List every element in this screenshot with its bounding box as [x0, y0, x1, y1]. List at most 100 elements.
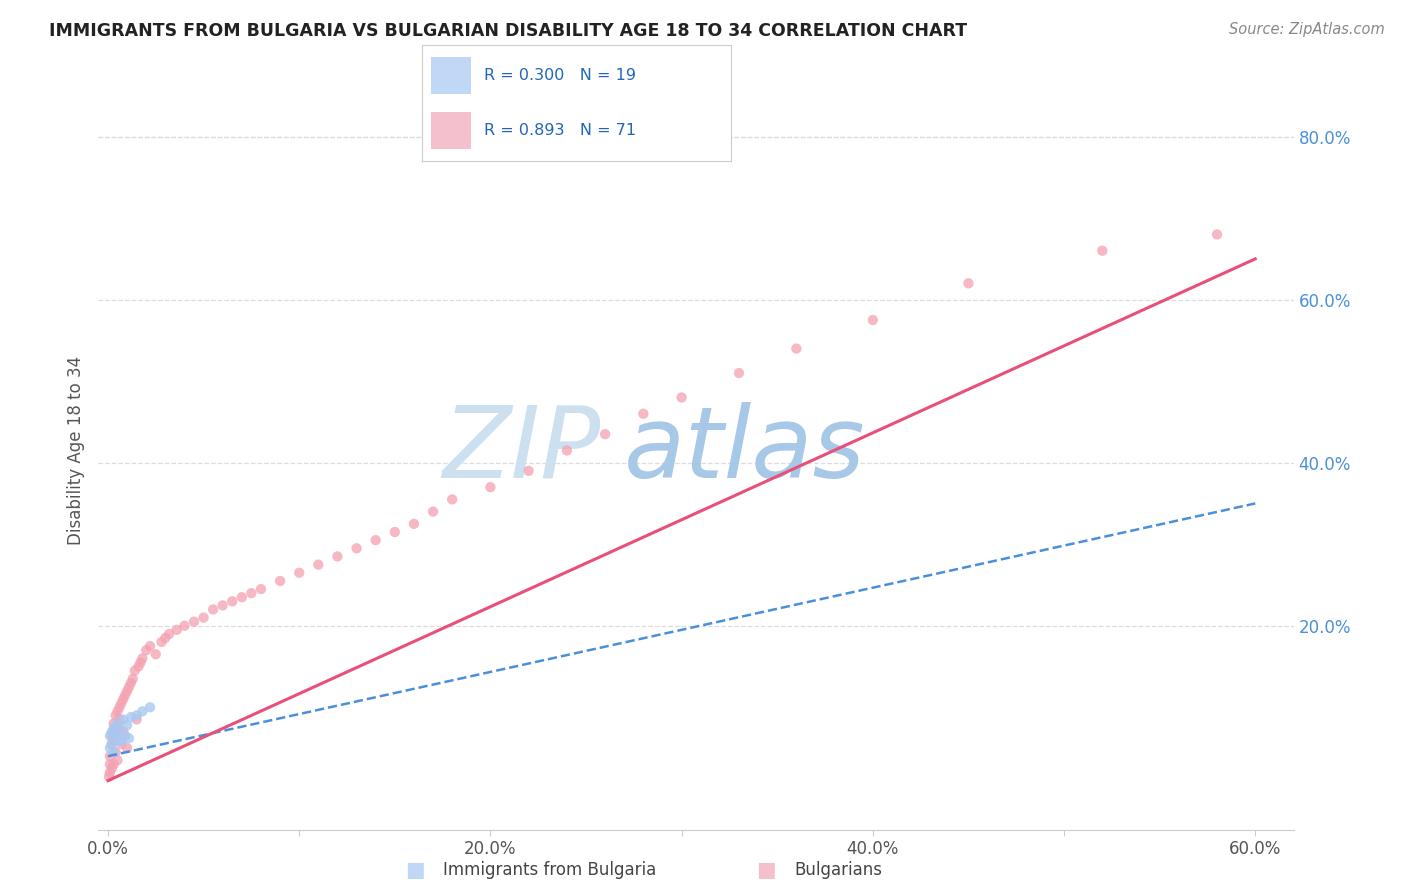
Point	[125, 708, 148, 723]
Point	[150, 635, 173, 649]
Point	[108, 723, 131, 737]
Point	[103, 721, 125, 735]
Point	[555, 443, 578, 458]
Point	[250, 582, 273, 596]
Point	[114, 729, 136, 743]
Point	[441, 492, 464, 507]
Point	[129, 656, 152, 670]
Point	[98, 749, 121, 764]
Point	[114, 688, 136, 702]
Text: Bulgarians: Bulgarians	[794, 861, 883, 879]
Point	[173, 619, 195, 633]
Point	[98, 741, 121, 756]
Point	[98, 729, 121, 743]
Point	[517, 464, 540, 478]
Point	[103, 732, 125, 747]
Point	[108, 700, 131, 714]
Point	[107, 721, 129, 735]
Point	[862, 313, 884, 327]
Point	[112, 692, 135, 706]
Point	[118, 680, 141, 694]
Point	[1206, 227, 1229, 242]
Point	[103, 745, 125, 759]
Point	[101, 761, 124, 775]
Point	[108, 713, 131, 727]
Point	[115, 684, 138, 698]
Point	[269, 574, 291, 588]
Point	[107, 704, 129, 718]
Point	[155, 631, 177, 645]
Point	[110, 734, 132, 748]
Point	[728, 366, 751, 380]
Text: R = 0.893   N = 71: R = 0.893 N = 71	[484, 123, 636, 138]
Point	[101, 729, 124, 743]
Point	[104, 708, 127, 723]
Point	[202, 602, 225, 616]
Bar	[432, 112, 471, 149]
Point	[107, 716, 129, 731]
Point	[103, 757, 125, 772]
Text: Immigrants from Bulgaria: Immigrants from Bulgaria	[443, 861, 657, 879]
Point	[121, 672, 143, 686]
Point	[183, 615, 205, 629]
Point	[128, 659, 150, 673]
Point	[166, 623, 188, 637]
Point	[118, 731, 141, 746]
Point	[384, 524, 406, 539]
Point	[231, 591, 253, 605]
Point	[671, 391, 693, 405]
Point	[112, 713, 135, 727]
Point	[346, 541, 368, 556]
Point	[785, 342, 807, 356]
Point	[139, 639, 162, 653]
Text: ■: ■	[756, 860, 776, 880]
Text: atlas: atlas	[624, 402, 866, 499]
Text: Source: ZipAtlas.com: Source: ZipAtlas.com	[1229, 22, 1385, 37]
Point	[131, 651, 153, 665]
Point	[193, 610, 215, 624]
Point	[101, 737, 124, 751]
Point	[97, 770, 120, 784]
Point	[112, 724, 135, 739]
Y-axis label: Disability Age 18 to 34: Disability Age 18 to 34	[66, 356, 84, 545]
Point	[240, 586, 263, 600]
Point	[98, 765, 121, 780]
Point	[101, 737, 124, 751]
Point	[131, 704, 153, 718]
Point	[98, 757, 121, 772]
Point	[221, 594, 243, 608]
Point	[288, 566, 311, 580]
Point	[593, 427, 616, 442]
Point	[124, 664, 146, 678]
Point	[145, 647, 167, 661]
Point	[1091, 244, 1114, 258]
Point	[103, 716, 125, 731]
Point	[326, 549, 349, 564]
Point	[104, 745, 127, 759]
Text: IMMIGRANTS FROM BULGARIA VS BULGARIAN DISABILITY AGE 18 TO 34 CORRELATION CHART: IMMIGRANTS FROM BULGARIA VS BULGARIAN DI…	[49, 22, 967, 40]
Text: ZIP: ZIP	[441, 402, 600, 499]
Point	[307, 558, 329, 572]
Point	[103, 724, 125, 739]
Text: ■: ■	[405, 860, 425, 880]
Point	[957, 277, 980, 291]
Point	[110, 696, 132, 710]
Point	[115, 741, 138, 756]
Text: R = 0.300   N = 19: R = 0.300 N = 19	[484, 69, 636, 84]
Point	[135, 643, 157, 657]
Point	[479, 480, 502, 494]
Point	[633, 407, 655, 421]
Point	[211, 599, 233, 613]
Point	[402, 516, 425, 531]
Point	[107, 732, 129, 747]
Point	[107, 753, 129, 767]
Bar	[432, 57, 471, 95]
Point	[364, 533, 387, 548]
Point	[139, 700, 162, 714]
Point	[104, 726, 127, 740]
Point	[125, 713, 148, 727]
Point	[110, 737, 132, 751]
Point	[157, 627, 180, 641]
Point	[101, 724, 124, 739]
Point	[115, 718, 138, 732]
